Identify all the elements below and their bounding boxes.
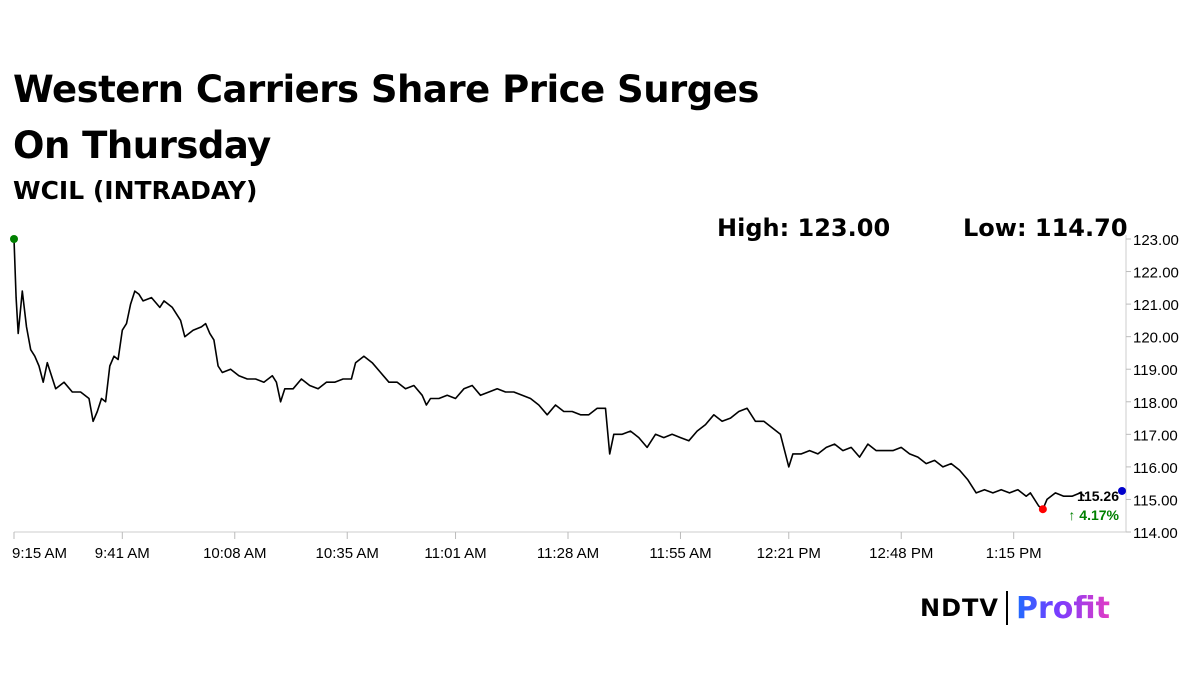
last-price-label: 115.26 <box>1077 488 1119 504</box>
y-tick-label: 114.00 <box>1133 525 1178 542</box>
low-marker <box>1038 505 1047 514</box>
x-tick-label: 9:41 AM <box>95 545 150 562</box>
x-tick-label: 12:21 PM <box>757 545 821 562</box>
x-axis: 9:15 AM 9:41 AM 10:08 AM 10:35 AM 11:01 AM 11… <box>12 531 1126 562</box>
price-labels: 115.26 ↑ 4.17% <box>1068 488 1119 523</box>
profit-wordmark: Profit <box>1015 590 1110 626</box>
price-line <box>13 238 1085 510</box>
y-tick-label: 120.00 <box>1133 330 1179 347</box>
x-tick-label: 9:15 AM <box>12 545 67 562</box>
series-layer <box>13 238 1085 510</box>
y-tick-label: 116.00 <box>1133 460 1178 477</box>
y-tick-label: 121.00 <box>1133 297 1179 314</box>
change-label: ↑ 4.17% <box>1068 507 1119 523</box>
x-tick-label: 1:15 PM <box>986 545 1042 562</box>
x-tick-label: 12:48 PM <box>869 545 933 562</box>
y-axis: 114.00 115.00 116.00 117.00 118.00 119.00 120.… <box>1125 232 1179 542</box>
ndtv-profit-logo: NDTV Profit <box>920 588 1110 628</box>
y-tick-label: 122.00 <box>1133 265 1179 282</box>
current-marker <box>1118 486 1126 495</box>
y-tick-label: 115.00 <box>1133 492 1178 509</box>
x-tick-label: 11:55 AM <box>649 545 711 562</box>
subtitle: WCIL (INTRADAY) <box>13 176 258 205</box>
x-tick-label: 11:28 AM <box>537 545 599 562</box>
high-label: High: 123.00 <box>717 214 891 242</box>
headline: Western Carriers Share Price Surges On T… <box>13 68 759 167</box>
low-label: Low: 114.70 <box>963 214 1128 242</box>
y-tick-label: 123.00 <box>1133 232 1179 249</box>
intraday-chart: 114.00 115.00 116.00 117.00 118.00 119.00 120.… <box>10 232 1179 562</box>
x-tick-label: 10:35 AM <box>316 545 379 562</box>
y-tick-label: 119.00 <box>1133 362 1178 379</box>
high-marker <box>10 235 18 243</box>
y-tick-label: 118.00 <box>1133 395 1178 412</box>
x-tick-label: 11:01 AM <box>424 545 486 562</box>
logo-divider <box>1005 591 1008 625</box>
ndtv-wordmark: NDTV <box>920 594 999 622</box>
y-tick-label: 117.00 <box>1133 427 1178 444</box>
marker-layer <box>10 235 1126 514</box>
x-tick-label: 10:08 AM <box>203 545 266 562</box>
